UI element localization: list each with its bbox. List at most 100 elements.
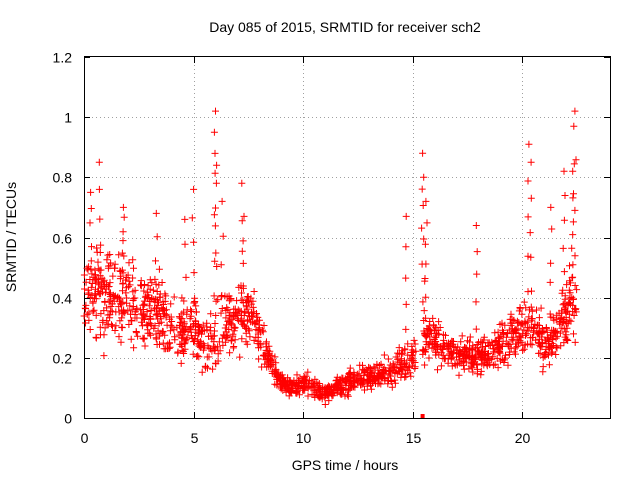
data-point bbox=[227, 295, 235, 303]
data-point bbox=[506, 315, 514, 323]
data-point bbox=[563, 281, 571, 289]
data-point bbox=[138, 310, 146, 318]
data-point bbox=[151, 322, 159, 330]
data-point bbox=[527, 158, 535, 166]
data-point bbox=[249, 303, 257, 311]
data-point bbox=[540, 328, 548, 336]
data-point bbox=[155, 320, 163, 327]
data-point bbox=[140, 334, 148, 342]
data-point bbox=[86, 276, 94, 283]
y-axis-label: SRMTID / TECUs bbox=[3, 182, 19, 292]
data-point bbox=[204, 342, 212, 350]
data-point bbox=[87, 188, 95, 196]
data-point bbox=[155, 265, 163, 273]
data-point bbox=[210, 332, 218, 340]
data-point bbox=[156, 340, 163, 348]
data-point bbox=[87, 283, 95, 291]
data-point bbox=[141, 342, 149, 350]
grid-lines bbox=[84, 57, 610, 418]
data-point bbox=[81, 285, 88, 293]
data-point bbox=[152, 257, 159, 265]
data-point bbox=[144, 282, 152, 290]
data-point bbox=[375, 362, 383, 369]
data-point bbox=[321, 401, 329, 408]
data-point bbox=[92, 291, 100, 299]
data-point bbox=[473, 360, 481, 368]
data-point bbox=[145, 302, 153, 310]
data-point bbox=[458, 332, 466, 340]
data-point bbox=[115, 333, 123, 341]
data-point bbox=[219, 341, 227, 349]
data-point bbox=[162, 292, 170, 300]
data-point bbox=[80, 312, 88, 320]
data-point bbox=[560, 216, 568, 224]
data-point bbox=[565, 310, 573, 318]
data-point bbox=[127, 335, 135, 343]
data-point bbox=[234, 317, 242, 324]
data-point bbox=[239, 317, 247, 325]
data-point bbox=[178, 346, 186, 354]
data-point bbox=[477, 353, 485, 361]
data-point bbox=[346, 379, 354, 387]
data-point bbox=[218, 292, 226, 299]
data-point bbox=[99, 316, 107, 324]
data-point bbox=[569, 231, 577, 239]
data-point bbox=[366, 364, 374, 372]
data-point bbox=[361, 368, 369, 376]
data-point bbox=[376, 371, 384, 379]
data-point bbox=[212, 107, 219, 115]
data-point bbox=[89, 307, 97, 315]
data-point bbox=[573, 286, 581, 294]
data-point bbox=[484, 339, 492, 347]
data-point bbox=[500, 359, 508, 366]
data-point bbox=[530, 325, 538, 332]
data-point bbox=[207, 323, 215, 331]
data-point bbox=[437, 362, 445, 370]
data-point bbox=[191, 294, 199, 302]
data-point bbox=[225, 326, 233, 333]
data-point bbox=[401, 370, 409, 378]
data-point bbox=[111, 264, 119, 272]
data-point bbox=[231, 305, 239, 313]
data-point bbox=[152, 334, 160, 342]
chart-title: Day 085 of 2015, SRMTID for receiver sch… bbox=[209, 19, 481, 35]
data-point bbox=[325, 391, 333, 398]
data-point bbox=[257, 343, 265, 351]
data-point bbox=[86, 293, 94, 301]
data-point bbox=[457, 349, 465, 357]
data-point bbox=[526, 229, 534, 237]
data-point bbox=[266, 347, 274, 355]
data-point bbox=[285, 385, 293, 393]
data-point bbox=[223, 304, 231, 312]
data-point bbox=[303, 378, 311, 386]
data-point bbox=[106, 279, 114, 287]
data-point bbox=[238, 335, 246, 343]
data-point bbox=[420, 173, 428, 181]
data-point bbox=[227, 336, 235, 344]
data-point bbox=[92, 311, 100, 319]
data-point bbox=[345, 370, 353, 378]
data-point bbox=[212, 312, 220, 319]
data-point bbox=[213, 263, 221, 270]
data-point bbox=[146, 314, 154, 322]
x-axis-label: GPS time / hours bbox=[292, 457, 399, 473]
data-point bbox=[144, 329, 152, 337]
data-point bbox=[174, 349, 182, 357]
data-point bbox=[210, 211, 218, 219]
data-point bbox=[560, 300, 568, 308]
data-point bbox=[93, 244, 101, 252]
data-point bbox=[148, 279, 156, 287]
data-point bbox=[532, 336, 540, 344]
data-point bbox=[195, 340, 202, 348]
data-point bbox=[255, 325, 263, 333]
data-point bbox=[117, 300, 124, 308]
data-point bbox=[502, 340, 510, 348]
data-point bbox=[455, 371, 463, 379]
data-point bbox=[402, 300, 410, 308]
data-point bbox=[395, 350, 403, 358]
data-point bbox=[462, 344, 470, 352]
data-point bbox=[528, 341, 536, 349]
data-point bbox=[569, 218, 577, 226]
data-point bbox=[156, 293, 164, 301]
